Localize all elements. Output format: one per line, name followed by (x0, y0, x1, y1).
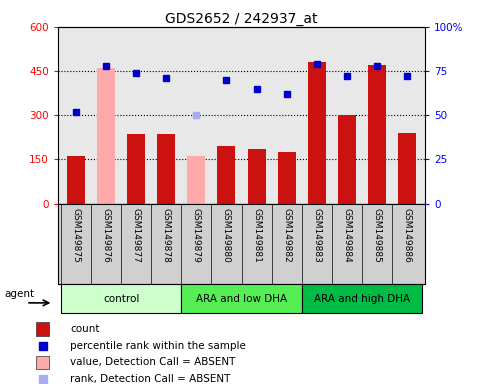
Text: GSM149883: GSM149883 (312, 208, 321, 262)
Text: GDS2652 / 242937_at: GDS2652 / 242937_at (165, 12, 318, 25)
Text: GSM149876: GSM149876 (101, 208, 111, 262)
Bar (308, 62, 326, 204)
Text: GSM149885: GSM149885 (372, 208, 382, 262)
Bar (36, 356, 49, 369)
Text: ARA and low DHA: ARA and low DHA (196, 293, 287, 304)
Bar (36, 322, 49, 336)
Text: control: control (103, 293, 139, 304)
Text: GSM149886: GSM149886 (402, 208, 412, 262)
Text: GSM149882: GSM149882 (282, 208, 291, 262)
Bar (302, 284, 422, 313)
Text: value, Detection Call = ABSENT: value, Detection Call = ABSENT (70, 358, 235, 367)
Bar (278, 152, 296, 204)
Bar (398, 133, 416, 204)
Bar (127, 134, 145, 204)
Bar (157, 134, 175, 204)
Text: rank, Detection Call = ABSENT: rank, Detection Call = ABSENT (70, 374, 230, 384)
Bar (217, 146, 236, 204)
Bar (67, 156, 85, 204)
Text: ARA and high DHA: ARA and high DHA (314, 293, 410, 304)
Bar (181, 284, 302, 313)
Text: GSM149877: GSM149877 (132, 208, 141, 262)
Text: GSM149884: GSM149884 (342, 208, 351, 262)
Bar (247, 149, 266, 204)
Text: GSM149879: GSM149879 (192, 208, 201, 262)
Bar (187, 156, 205, 204)
Text: GSM149880: GSM149880 (222, 208, 231, 262)
Text: agent: agent (5, 289, 35, 299)
Bar (61, 284, 181, 313)
Bar (368, 65, 386, 204)
Text: GSM149878: GSM149878 (162, 208, 171, 262)
Text: percentile rank within the sample: percentile rank within the sample (70, 341, 246, 351)
Text: count: count (70, 324, 99, 334)
Text: GSM149875: GSM149875 (71, 208, 81, 262)
Bar (97, 68, 115, 204)
Text: GSM149881: GSM149881 (252, 208, 261, 262)
Bar (338, 115, 356, 204)
